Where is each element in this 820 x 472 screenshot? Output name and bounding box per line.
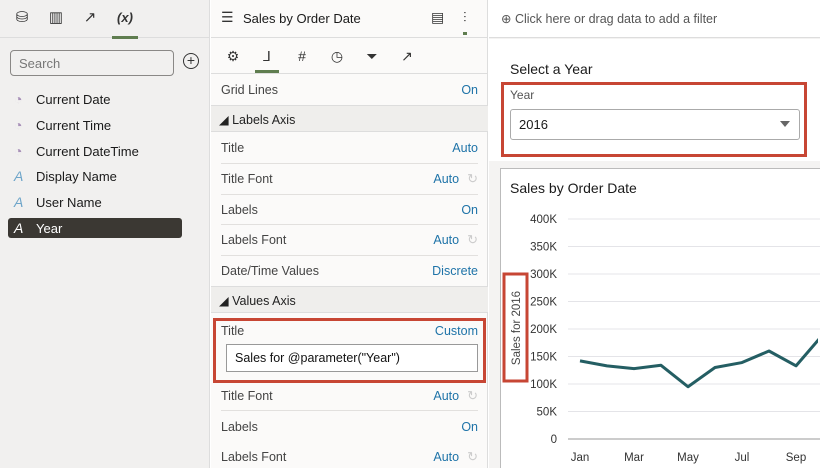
y-tick-label: 50K: [537, 407, 558, 419]
x-tick-label: Mar: [624, 452, 644, 464]
y-tick-label: 350K: [530, 242, 557, 254]
x-tick-label: Sep: [786, 452, 806, 464]
y-tick-label: 250K: [530, 297, 557, 309]
y-tick-label: 300K: [530, 269, 557, 281]
y-tick-label: 200K: [530, 324, 557, 336]
sales-line: [580, 335, 820, 387]
y-tick-label: 0: [551, 434, 557, 446]
y-tick-label: 150K: [530, 352, 557, 364]
x-tick-label: Jul: [735, 452, 750, 464]
x-tick-label: Jan: [571, 452, 590, 464]
y-axis-title: Sales for 2016: [511, 291, 523, 365]
x-tick-label: May: [677, 452, 699, 464]
y-tick-label: 400K: [530, 214, 557, 226]
y-tick-label: 100K: [530, 379, 557, 391]
